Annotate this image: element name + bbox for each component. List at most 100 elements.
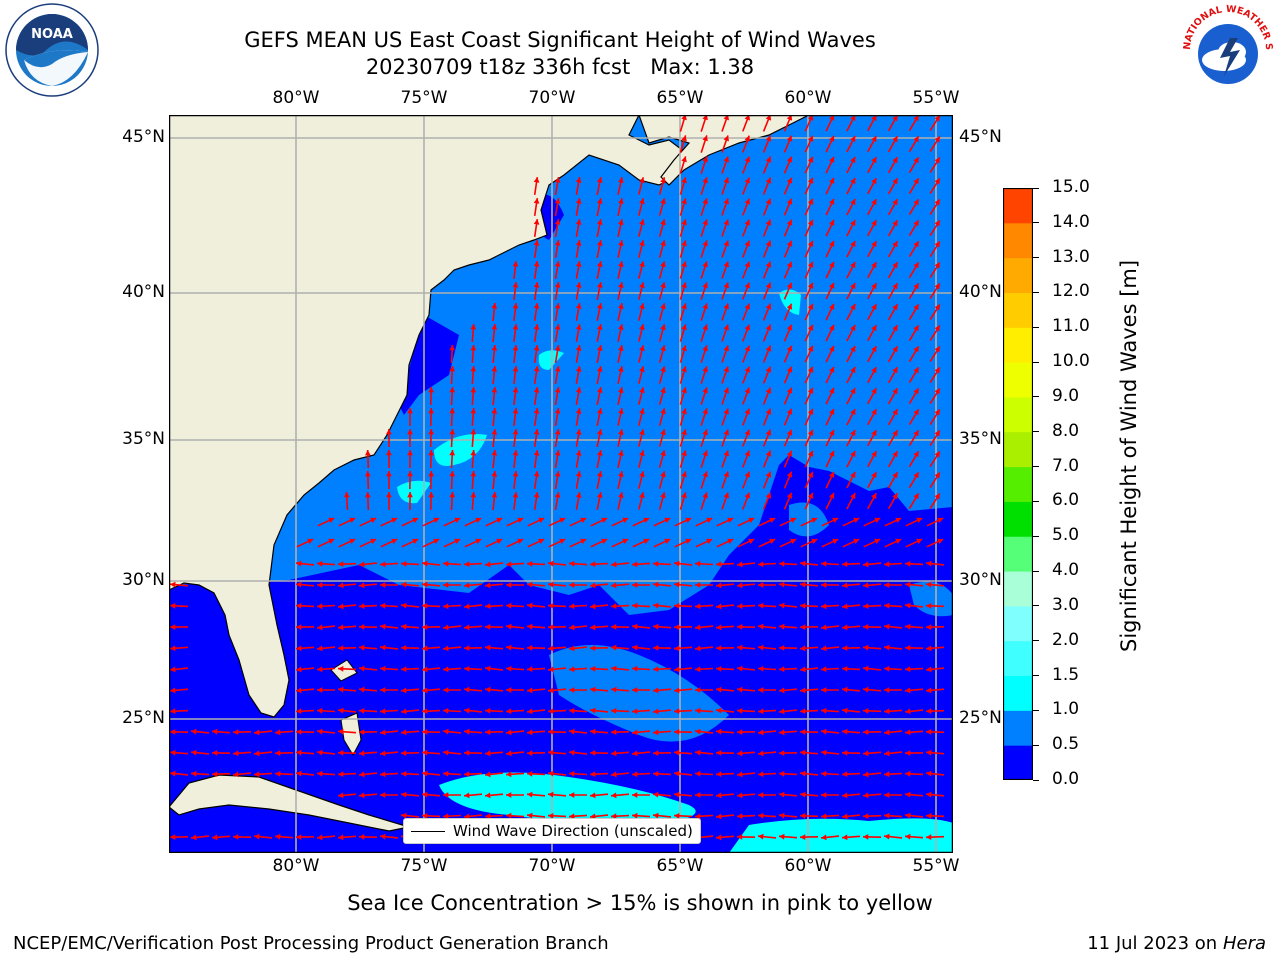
colorbar-tick-mark	[1033, 361, 1039, 363]
colorbar-segment	[1003, 571, 1033, 607]
sea-ice-caption-text: Sea Ice Concentration > 15% is shown in …	[347, 891, 933, 915]
colorbar-tick-label: 12.0	[1052, 281, 1090, 302]
footer-host: Hera	[1222, 933, 1266, 954]
colorbar-tick-mark	[1033, 396, 1039, 398]
low-wave-carolina	[399, 315, 459, 415]
colorbar-segment	[1003, 431, 1033, 468]
colorbar-tick-mark	[1033, 779, 1039, 781]
lon-tick-top: 55°W	[912, 88, 960, 108]
wave-height-map: Wind Wave Direction (unscaled)	[168, 114, 954, 854]
colorbar-segment	[1003, 640, 1033, 677]
lat-tick-right: 45°N	[959, 127, 1002, 147]
colorbar-tick-mark	[1033, 326, 1039, 328]
colorbar-tick-label: 1.0	[1052, 699, 1080, 720]
colorbar-tick-label: 2.0	[1052, 629, 1080, 650]
colorbar-segment	[1003, 675, 1033, 711]
land-bahamas-1	[330, 659, 358, 682]
lon-tick-bottom: 80°W	[272, 856, 320, 876]
lat-tick-right: 25°N	[959, 708, 1002, 728]
colorbar-tick-mark	[1033, 431, 1039, 433]
colorbar-tick-label: 1.5	[1052, 664, 1080, 685]
colorbar-tick-mark	[1033, 709, 1039, 711]
noaa-logo: NOAA	[4, 2, 100, 98]
lon-tick-top: 60°W	[784, 88, 832, 108]
lat-tick-left: 35°N	[122, 429, 165, 449]
lat-tick-right: 40°N	[959, 282, 1002, 302]
colorbar-tick-mark	[1033, 222, 1039, 224]
grid-lines	[169, 115, 953, 853]
colorbar-tick-mark	[1033, 466, 1039, 468]
colorbar	[1002, 187, 1034, 781]
colorbar-segment	[1003, 327, 1033, 363]
high-wave-patch-4	[779, 289, 801, 315]
colorbar-tick-mark	[1033, 500, 1039, 502]
colorbar-tick-label: 8.0	[1052, 420, 1080, 441]
high-wave-caribbean	[439, 772, 953, 853]
colorbar-tick-mark	[1033, 535, 1039, 537]
high-wave-patch-3	[397, 480, 431, 504]
lon-tick-top: 70°W	[528, 88, 576, 108]
lon-tick-top: 80°W	[272, 88, 320, 108]
footer-credit: NCEP/EMC/Verification Post Processing Pr…	[13, 933, 609, 954]
colorbar-tick-label: 10.0	[1052, 351, 1090, 372]
colorbar-segment	[1003, 466, 1033, 502]
colorbar-segment	[1003, 605, 1033, 642]
colorbar-tick-mark	[1033, 605, 1039, 607]
footer-date: 11 Jul 2023 on Hera	[1087, 933, 1266, 954]
colorbar-segment	[1003, 292, 1033, 328]
colorbar-tick-label: 14.0	[1052, 211, 1090, 232]
colorbar-tick-label: 6.0	[1052, 490, 1080, 511]
lon-tick-bottom: 60°W	[784, 856, 832, 876]
noaa-logo-text: NOAA	[31, 27, 73, 42]
high-wave-patch-2	[434, 434, 487, 466]
colorbar-tick-label: 13.0	[1052, 246, 1090, 267]
lat-tick-left: 25°N	[122, 708, 165, 728]
legend-line-sample	[411, 830, 445, 832]
colorbar-segment	[1003, 396, 1033, 433]
colorbar-segment	[1003, 257, 1033, 293]
colorbar-tick-label: 5.0	[1052, 525, 1080, 546]
lon-tick-top: 65°W	[656, 88, 704, 108]
colorbar-tick-mark	[1033, 570, 1039, 572]
lat-tick-right: 35°N	[959, 429, 1002, 449]
colorbar-tick-label: 11.0	[1052, 316, 1090, 337]
colorbar-segment	[1003, 745, 1033, 781]
map-subtitle: 20230709 t18z 336h fcst Max: 1.38	[365, 55, 755, 79]
low-wave-patch-east	[789, 502, 953, 617]
colorbar-tick-mark	[1033, 744, 1039, 746]
lat-tick-left: 45°N	[122, 127, 165, 147]
colorbar-segment	[1003, 188, 1033, 224]
lon-tick-bottom: 70°W	[528, 856, 576, 876]
nws-logo: NATIONAL WEATHER SERVICE	[1176, 0, 1276, 98]
land-bahamas-2	[340, 712, 362, 757]
colorbar-title: Significant Height of Wind Waves [m]	[1117, 259, 1141, 652]
colorbar-segment	[1003, 710, 1033, 746]
lon-tick-bottom: 55°W	[912, 856, 960, 876]
colorbar-tick-mark	[1033, 675, 1039, 677]
land-nova-scotia	[638, 115, 953, 186]
colorbar-tick-mark	[1033, 257, 1039, 259]
footer-date-text: 11 Jul 2023 on	[1087, 933, 1223, 954]
colorbar-tick-mark	[1033, 291, 1039, 293]
lon-tick-bottom: 65°W	[656, 856, 704, 876]
colorbar-tick-label: 0.0	[1052, 769, 1080, 789]
land-cuba	[169, 774, 410, 832]
colorbar-tick-mark	[1033, 187, 1039, 189]
colorbar-tick-label: 9.0	[1052, 385, 1080, 406]
legend-label: Wind Wave Direction (unscaled)	[453, 822, 693, 840]
colorbar-tick-label: 0.5	[1052, 734, 1080, 755]
colorbar-tick-label: 4.0	[1052, 560, 1080, 581]
colorbar-segment	[1003, 222, 1033, 259]
colorbar-tick-mark	[1033, 640, 1039, 642]
lon-tick-top: 75°W	[400, 88, 448, 108]
lon-tick-bottom: 75°W	[400, 856, 448, 876]
land-north-america	[169, 115, 690, 718]
colorbar-segment	[1003, 362, 1033, 398]
colorbar-tick-label: 7.0	[1052, 455, 1080, 476]
sea-ice-caption: Sea Ice Concentration > 15% is shown in …	[0, 891, 1280, 915]
lat-tick-right: 30°N	[959, 570, 1002, 590]
colorbar-tick-label: 15.0	[1052, 177, 1090, 197]
lat-tick-left: 40°N	[122, 282, 165, 302]
map-title: GEFS MEAN US East Coast Significant Heig…	[244, 28, 876, 52]
colorbar-segment	[1003, 536, 1033, 572]
